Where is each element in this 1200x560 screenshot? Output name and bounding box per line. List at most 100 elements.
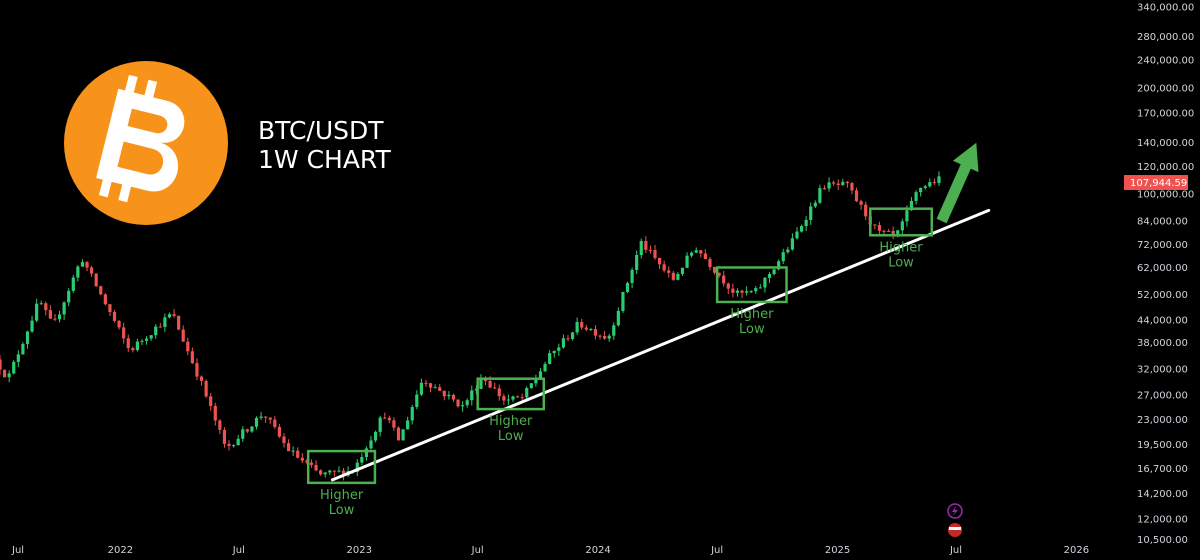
- candle: [928, 178, 932, 188]
- higher-low-box: [715, 266, 788, 304]
- candle: [268, 417, 272, 424]
- candle: [39, 300, 43, 305]
- y-tick-label: 38,000.00: [1137, 338, 1188, 349]
- candle: [680, 267, 685, 277]
- candle: [30, 315, 34, 333]
- candle: [250, 426, 254, 433]
- candle: [135, 338, 140, 352]
- up-arrow-shape: [936, 142, 979, 224]
- candle: [859, 199, 863, 210]
- y-tick-label: 27,000.00: [1137, 390, 1188, 401]
- candle: [282, 433, 286, 448]
- higher-low-label: Higher: [320, 488, 364, 503]
- candle: [48, 305, 52, 319]
- candle: [525, 386, 529, 400]
- candle: [470, 385, 474, 406]
- candle: [625, 281, 630, 294]
- candle: [923, 184, 927, 190]
- candle: [204, 379, 208, 398]
- candle: [209, 393, 213, 411]
- candle: [534, 374, 538, 387]
- candle: [864, 201, 868, 220]
- bitcoin-logo-icon: [64, 61, 228, 225]
- candle: [900, 218, 904, 235]
- candle: [598, 334, 602, 340]
- candle: [502, 393, 506, 405]
- candle: [277, 423, 282, 438]
- candle: [914, 190, 918, 205]
- candle: [790, 233, 795, 251]
- candle: [548, 350, 552, 365]
- candle: [419, 378, 423, 396]
- x-tick-label: 2024: [585, 545, 610, 556]
- candle: [112, 309, 117, 323]
- candle: [932, 178, 937, 185]
- candle: [767, 272, 772, 284]
- candle: [67, 288, 71, 307]
- candle: [369, 435, 373, 450]
- candle: [158, 322, 162, 328]
- candle: [731, 283, 735, 298]
- candle: [25, 330, 30, 349]
- candle: [328, 469, 332, 476]
- candle: [126, 334, 130, 352]
- candle: [845, 180, 849, 188]
- candle: [873, 224, 877, 230]
- candlesticks: [0, 171, 941, 481]
- candle: [740, 289, 744, 299]
- candle: [300, 453, 304, 464]
- candle: [813, 200, 817, 209]
- candle: [144, 336, 149, 345]
- last-price-tag: 107,944.59: [1124, 175, 1188, 191]
- price-axis[interactable]: 340,000.00 280,000.00 240,000.00 200,000.00…: [1137, 2, 1194, 546]
- higher-low-box: [476, 377, 546, 411]
- candle: [809, 202, 813, 225]
- candle: [735, 288, 740, 297]
- y-tick-label: 32,000.00: [1137, 364, 1188, 375]
- candle: [94, 273, 98, 287]
- candle: [424, 380, 428, 387]
- candle: [406, 416, 410, 430]
- x-tick-label: Jul: [11, 545, 24, 556]
- candle: [575, 317, 579, 336]
- candle: [401, 429, 405, 441]
- x-tick-label: 2023: [347, 545, 372, 556]
- candle: [131, 346, 135, 353]
- candle: [712, 266, 717, 275]
- candle: [7, 370, 11, 383]
- candle: [241, 426, 245, 442]
- candle: [442, 390, 446, 401]
- candle: [607, 333, 611, 342]
- candle: [465, 398, 469, 408]
- higher-low-label: Higher: [879, 240, 923, 255]
- candle: [291, 446, 295, 456]
- candle: [392, 417, 396, 432]
- indicator-icons[interactable]: [947, 503, 963, 537]
- candle: [616, 307, 620, 327]
- candle: [854, 187, 859, 203]
- higher-low-label: Low: [498, 429, 524, 444]
- candle: [506, 394, 511, 405]
- candle: [515, 395, 520, 399]
- x-tick-label: Jul: [232, 545, 245, 556]
- y-tick-label: 170,000.00: [1137, 108, 1194, 119]
- candle: [818, 184, 822, 204]
- candle: [639, 238, 643, 259]
- candle: [16, 350, 20, 368]
- candle: [90, 265, 94, 278]
- candle: [44, 301, 48, 316]
- candle: [882, 229, 886, 235]
- candle: [232, 444, 236, 448]
- candle: [149, 335, 153, 341]
- y-tick-label: 10,500.00: [1137, 535, 1188, 546]
- candle: [319, 469, 323, 476]
- x-tick-label: 2026: [1064, 545, 1089, 556]
- candle: [529, 383, 533, 389]
- up-arrow-icon: [936, 142, 979, 224]
- candle: [2, 369, 7, 378]
- candle: [364, 446, 369, 461]
- y-tick-label: 44,000.00: [1137, 316, 1188, 327]
- candle: [428, 382, 433, 393]
- time-axis[interactable]: Jul 2022 Jul 2023 Jul 2024 Jul 2025 Jul 2026: [11, 545, 1089, 556]
